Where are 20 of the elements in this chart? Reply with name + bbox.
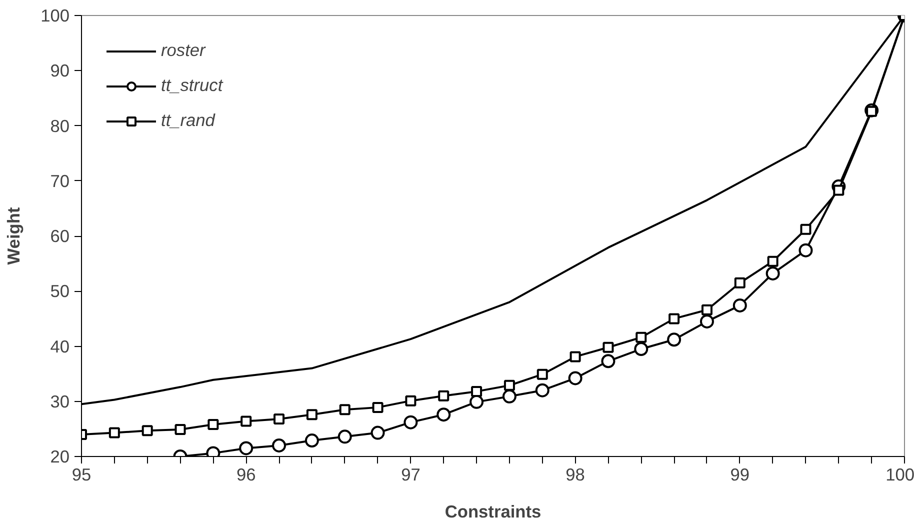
x-tick-label: 100 xyxy=(886,464,914,484)
x-axis-title: Constraints xyxy=(444,502,542,522)
y-tick-label: 100 xyxy=(40,6,70,26)
x-tick-label: 96 xyxy=(236,464,256,484)
y-tick-label: 80 xyxy=(50,116,70,136)
legend-label: roster xyxy=(161,40,206,61)
x-tick-label: 97 xyxy=(401,464,420,484)
y-tick-label: 90 xyxy=(50,60,70,81)
y-tick-label: 70 xyxy=(50,170,70,191)
y-axis-title: Weight xyxy=(4,207,24,265)
x-tick-label: 99 xyxy=(730,464,750,484)
legend-label: tt_rand xyxy=(161,110,215,131)
y-tick-label: 30 xyxy=(50,391,70,412)
y-tick-label: 40 xyxy=(50,336,70,356)
x-tick-label: 98 xyxy=(566,464,585,484)
legend-label: tt_struct xyxy=(161,75,223,96)
y-tick-label: 60 xyxy=(50,226,70,246)
y-tick-label: 50 xyxy=(50,281,70,302)
y-tick-label: 20 xyxy=(50,446,70,466)
x-tick-label: 95 xyxy=(72,464,92,484)
